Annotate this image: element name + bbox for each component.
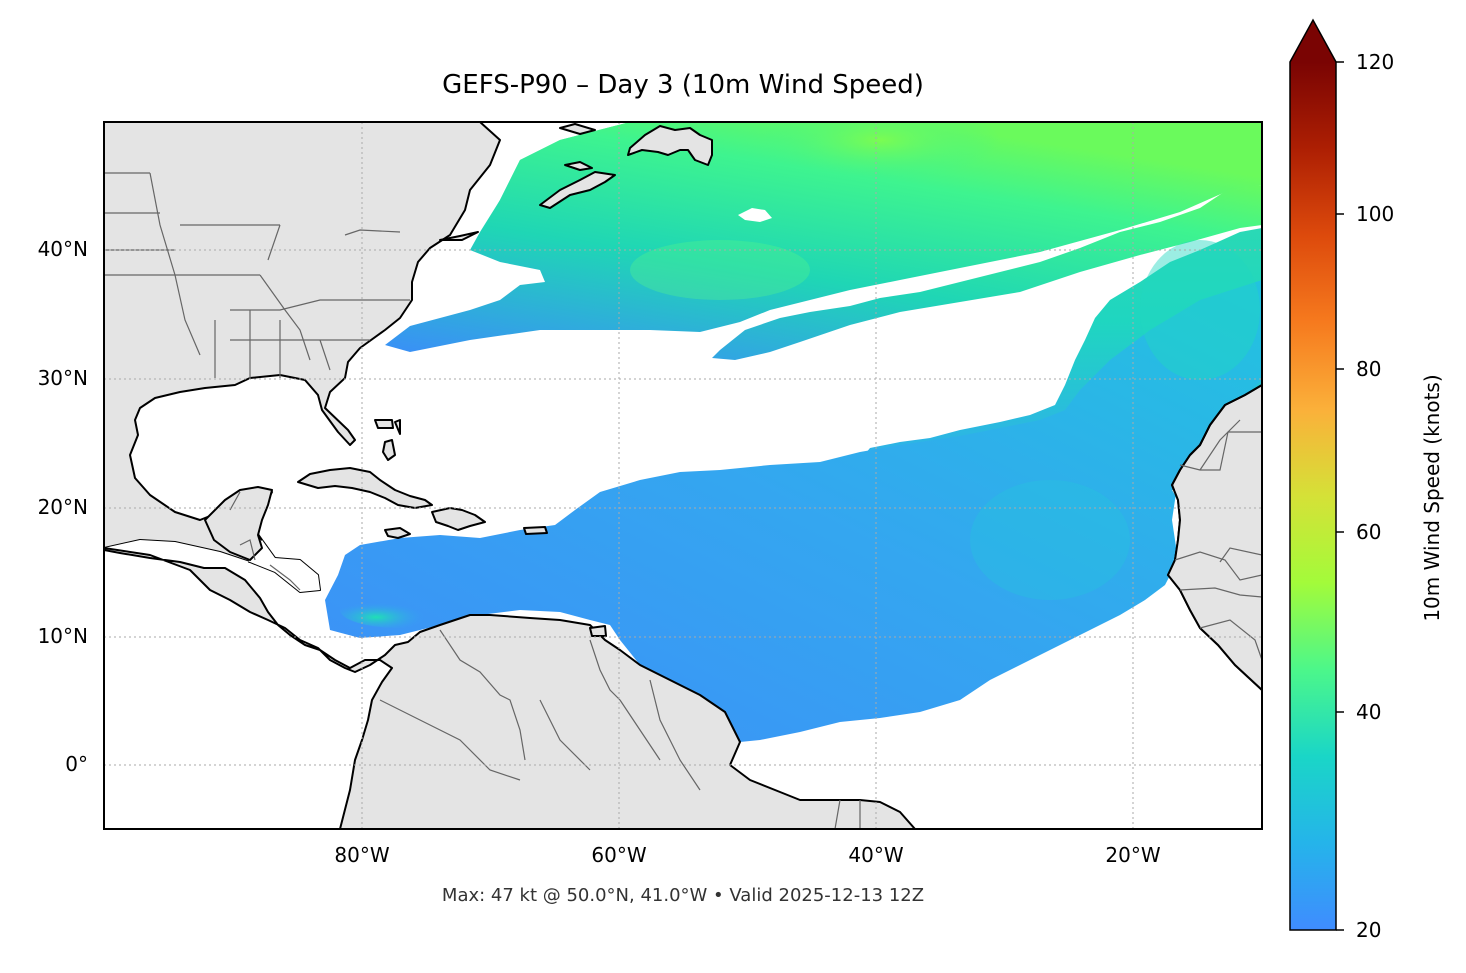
colorbar-tick-label: 60 — [1356, 520, 1382, 544]
colorbar-tick-label: 40 — [1356, 700, 1382, 724]
lon-tick-label: 80°W — [334, 843, 390, 867]
lon-tick-label: 40°W — [848, 843, 904, 867]
colorbar-tick-label: 80 — [1356, 357, 1382, 381]
lon-tick-label: 60°W — [591, 843, 647, 867]
lon-tick-label: 20°W — [1105, 843, 1161, 867]
figure-title: GEFS-P90 – Day 3 (10m Wind Speed) — [442, 70, 924, 100]
colorbar-label: 10m Wind Speed (knots) — [1420, 374, 1444, 622]
gridlines — [104, 122, 1262, 829]
lat-tick-label: 0° — [65, 752, 88, 776]
colorbar-tick-label: 120 — [1356, 50, 1395, 74]
colorbar-tick-label: 20 — [1356, 918, 1382, 942]
plot-frame — [103, 121, 1263, 830]
figure-subtitle: Max: 47 kt @ 50.0°N, 41.0°W • Valid 2025… — [441, 885, 925, 906]
lat-tick-label: 10°N — [37, 624, 88, 648]
lat-tick-label: 40°N — [37, 237, 88, 261]
colorbar — [1289, 18, 1344, 931]
lat-tick-label: 20°N — [37, 495, 88, 519]
wind-speed-field — [165, 122, 1262, 742]
colorbar-tick-label: 100 — [1356, 202, 1395, 226]
lat-tick-label: 30°N — [37, 366, 88, 390]
political-borders — [104, 172, 1262, 829]
